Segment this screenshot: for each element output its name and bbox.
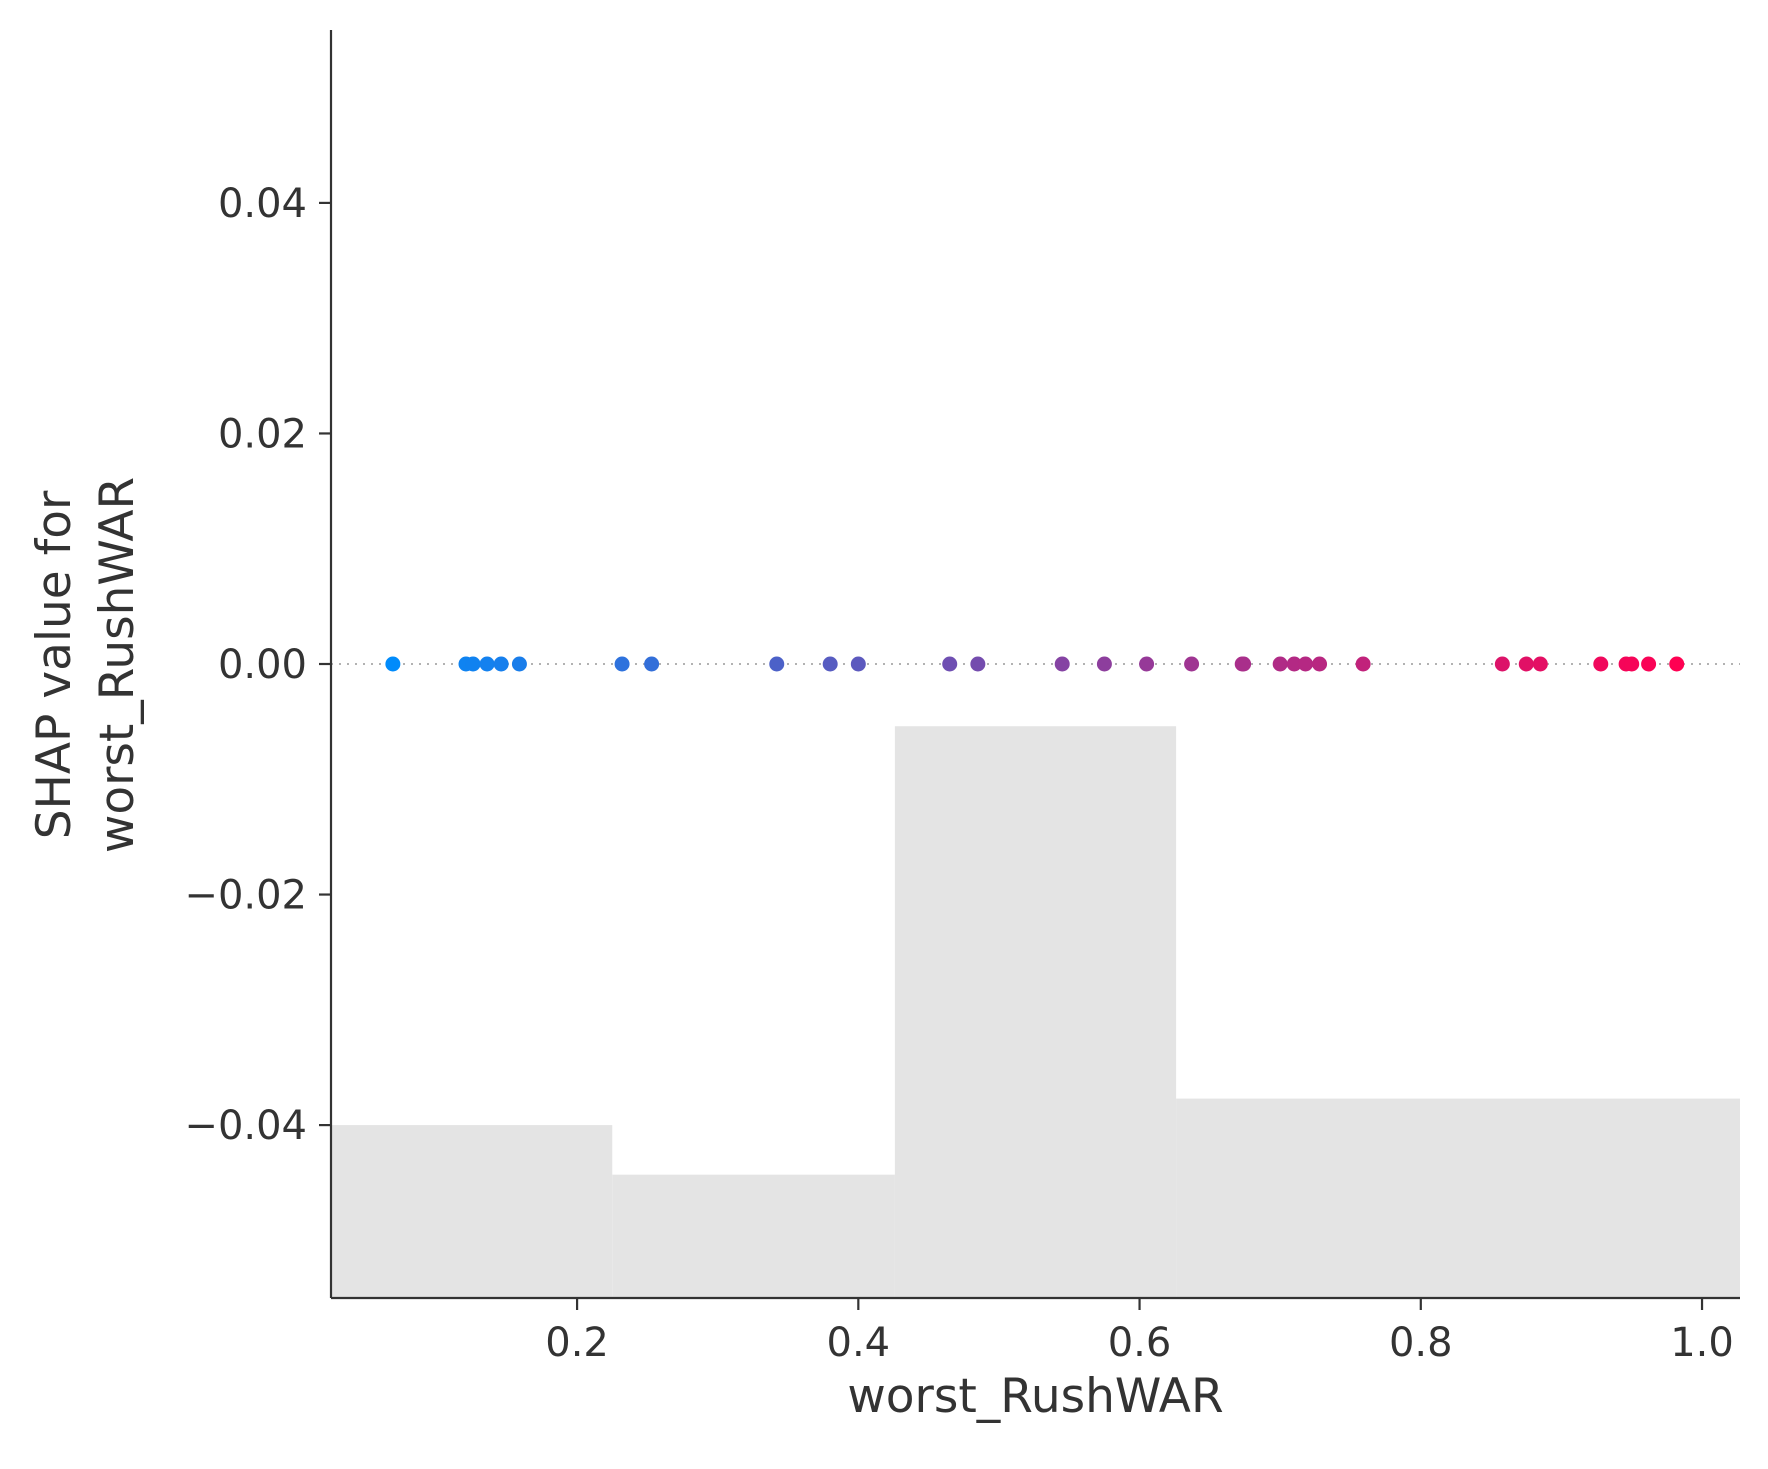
data-point-10 [850,656,866,672]
data-point-22 [1312,656,1328,672]
data-point-30 [1641,656,1657,672]
x-tick-label-1: 0.4 [827,1320,891,1366]
data-point-27 [1593,656,1609,672]
data-point-7 [644,656,660,672]
data-point-26 [1532,656,1548,672]
y-tick-label-2: 0.00 [218,642,307,688]
x-tick-label-2: 0.6 [1108,1320,1172,1366]
x-axis-ticks: 0.2 0.4 0.6 0.8 1.0 [545,1298,1734,1366]
histogram [331,726,1740,1298]
data-point-13 [1054,656,1070,672]
data-point-20 [1286,656,1302,672]
y-tick-label-0: 0.04 [218,181,307,227]
data-point-14 [1096,656,1112,672]
scatter-points [385,656,1685,672]
x-tick-label-3: 0.8 [1389,1320,1453,1366]
x-tick-label-0: 0.2 [545,1320,609,1366]
data-point-24 [1494,656,1510,672]
data-point-3 [479,656,495,672]
y-axis-label-line-1: SHAP value for [27,490,82,839]
y-tick-label-1: 0.02 [218,411,307,457]
data-point-15 [1139,656,1155,672]
data-point-16 [1184,656,1200,672]
y-tick-label-3: −0.02 [184,873,307,919]
y-axis-label-line-2: worst_RushWAR [90,477,145,853]
histogram-bar-0 [331,1125,613,1298]
y-axis-label: SHAP value for worst_RushWAR [27,477,145,853]
data-point-5 [511,656,527,672]
data-point-8 [769,656,785,672]
y-tick-label-4: −0.04 [184,1103,307,1149]
data-point-18 [1236,656,1252,672]
data-point-9 [822,656,838,672]
data-point-19 [1272,656,1288,672]
histogram-bar-3 [1176,1098,1740,1298]
data-point-21 [1297,656,1313,672]
data-point-29 [1624,656,1640,672]
data-point-2 [465,656,481,672]
data-point-0 [385,656,401,672]
histogram-bar-2 [894,726,1177,1298]
data-point-23 [1355,656,1371,672]
y-axis-ticks: 0.04 0.02 0.00 −0.02 −0.04 [184,181,331,1149]
histogram-bar-1 [612,1174,895,1298]
data-point-6 [614,656,630,672]
data-point-11 [942,656,958,672]
x-axis-label: worst_RushWAR [847,1369,1223,1424]
data-point-4 [493,656,509,672]
x-tick-label-4: 1.0 [1670,1320,1734,1366]
data-point-25 [1518,656,1534,672]
data-point-12 [970,656,986,672]
data-point-31 [1669,656,1685,672]
